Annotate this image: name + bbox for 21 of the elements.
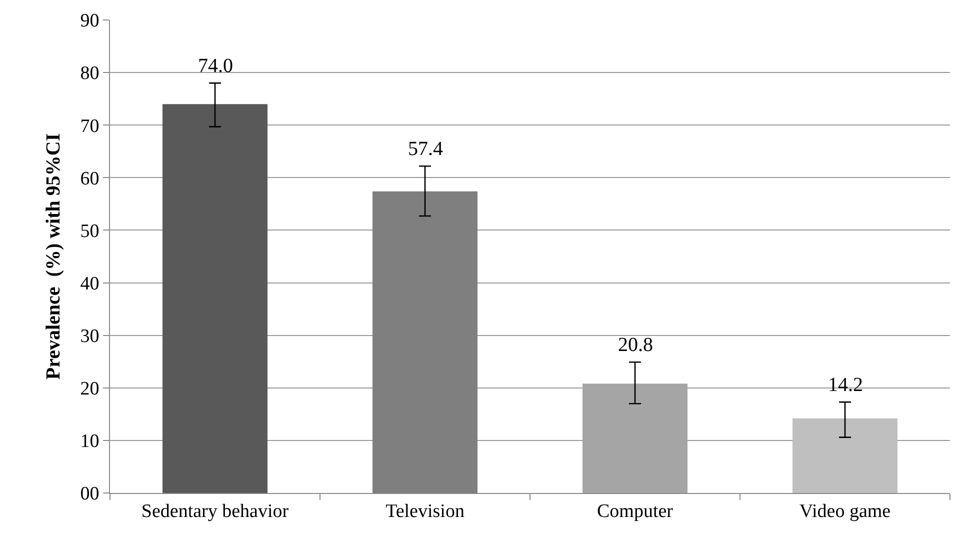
- y-tick-label: 30: [80, 326, 100, 347]
- bar: [162, 104, 268, 493]
- bar: [792, 418, 898, 493]
- data-label: 20.8: [618, 334, 653, 356]
- y-tick-label: 70: [80, 116, 100, 137]
- y-tick-label: 60: [80, 168, 100, 190]
- y-tick-label: 40: [80, 273, 100, 294]
- data-label: 74.0: [198, 55, 233, 77]
- data-label: 14.2: [828, 374, 863, 396]
- x-tick-label: Television: [386, 500, 465, 522]
- y-axis-title: Prevalence (%) with 95%CI: [42, 133, 65, 380]
- y-tick-label: 90: [80, 10, 100, 32]
- x-tick-label: Video game: [799, 500, 891, 522]
- y-tick-label: 20: [80, 378, 100, 400]
- y-tick-label: 50: [80, 220, 100, 242]
- x-tick-label: Computer: [597, 500, 674, 522]
- y-tick-label: 00: [80, 484, 100, 505]
- x-tick-label: Sedentary behavior: [141, 500, 290, 522]
- y-tick-label: 10: [80, 431, 100, 452]
- data-label: 57.4: [408, 138, 443, 160]
- y-tick-label: 80: [80, 63, 100, 84]
